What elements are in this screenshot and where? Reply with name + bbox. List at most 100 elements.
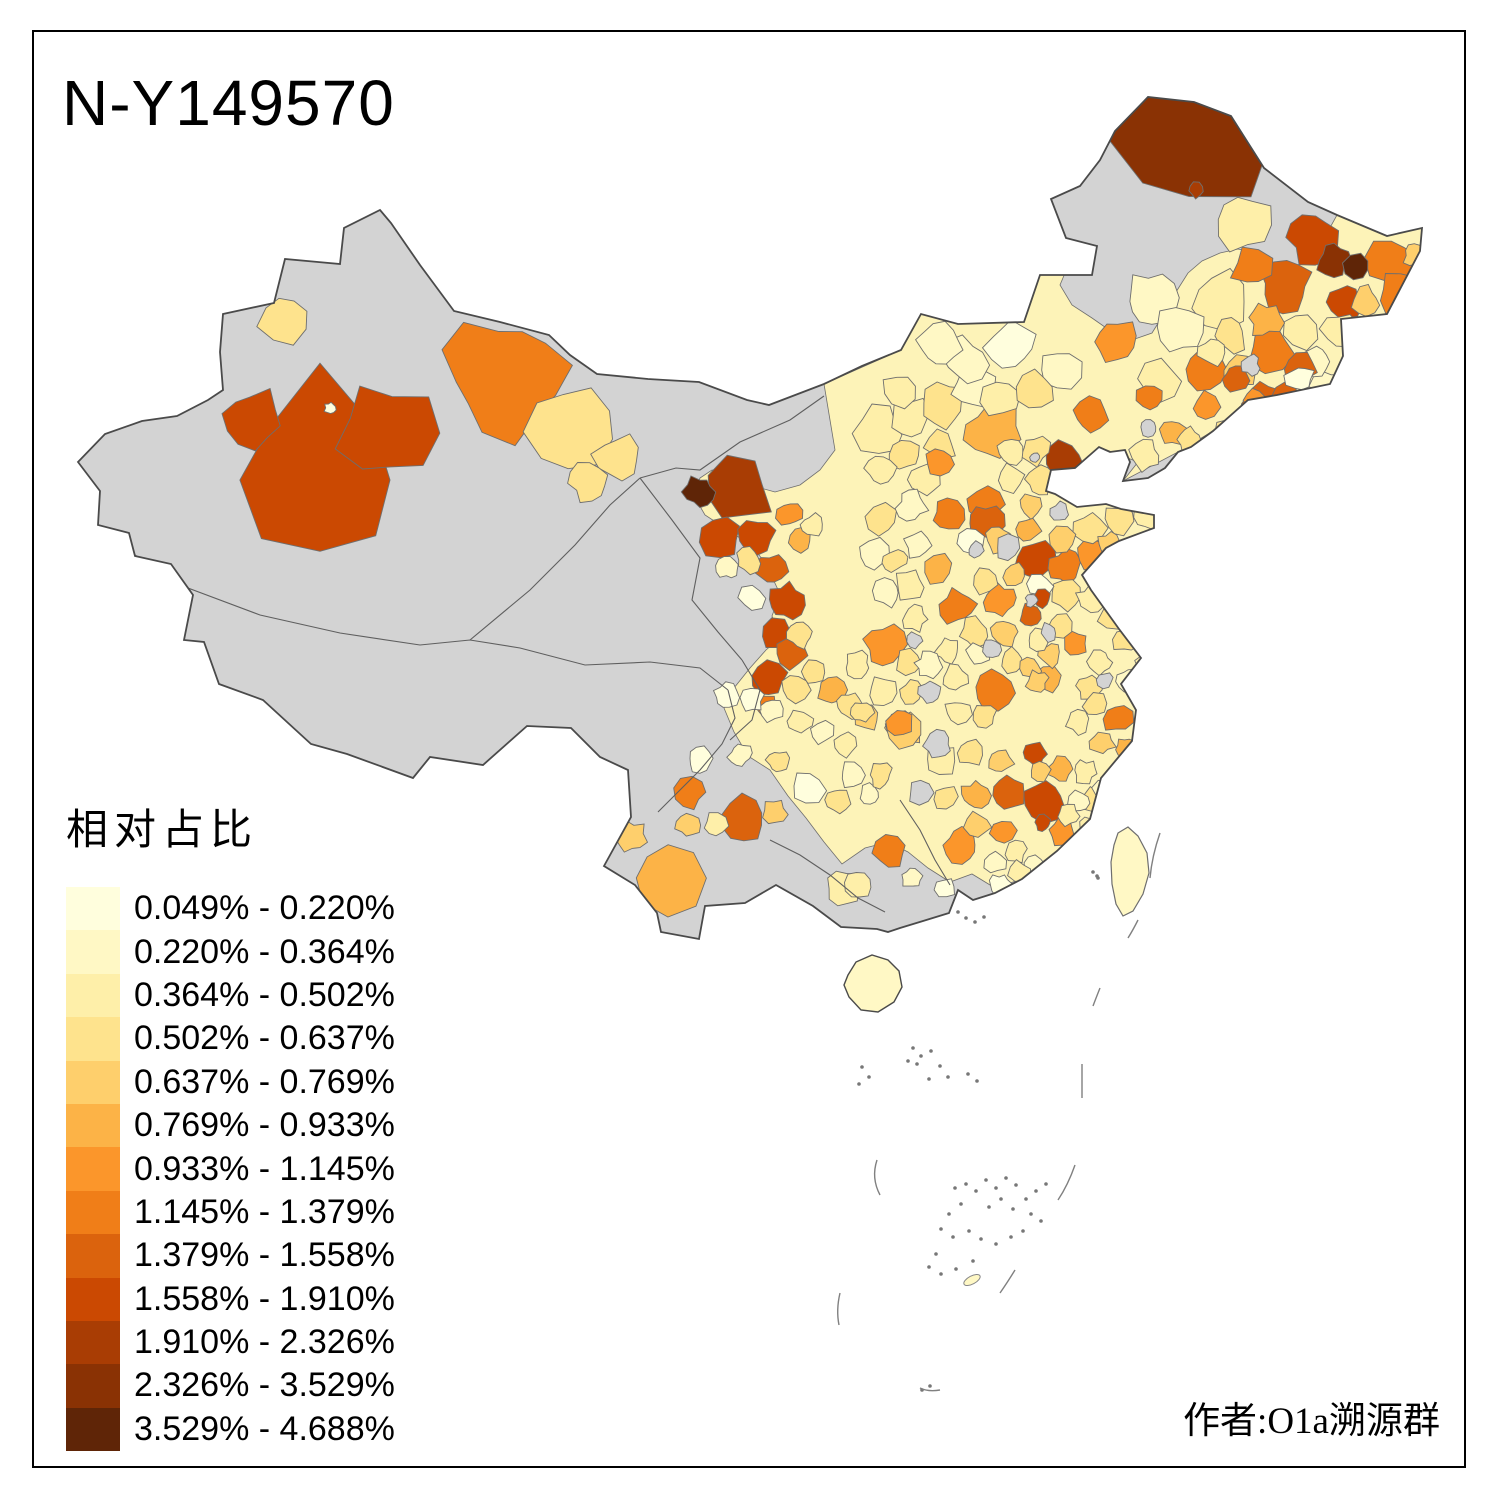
taiwan-island <box>1110 826 1150 917</box>
small-island <box>973 920 977 924</box>
map-region <box>944 702 973 726</box>
small-island <box>929 1049 933 1053</box>
small-island <box>954 1267 958 1271</box>
map-region <box>1316 242 1353 279</box>
sea-boundary-dash <box>1057 1164 1076 1201</box>
map-region <box>960 779 992 809</box>
map-region <box>698 516 740 559</box>
map-region <box>932 497 966 530</box>
map-region-nodata <box>1240 353 1261 377</box>
map-region-nodata <box>1040 621 1056 644</box>
map-region <box>1001 645 1023 675</box>
map-region <box>1156 307 1205 353</box>
map-region <box>996 438 1024 466</box>
legend-class-label: 0.769% - 0.933% <box>134 1106 395 1145</box>
map-region <box>786 709 815 734</box>
legend-row: 0.769% - 0.933% <box>66 1103 395 1148</box>
small-island <box>953 1186 957 1190</box>
small-island <box>982 915 986 919</box>
legend-class-label: 2.326% - 3.529% <box>134 1366 395 1405</box>
legend-swatch <box>66 1234 120 1278</box>
sea-boundary-dash <box>873 1159 881 1196</box>
map-region <box>1072 511 1109 545</box>
small-island <box>964 1182 968 1186</box>
attribution-text: 作者:O1a溯源群 <box>1183 1401 1440 1442</box>
map-region <box>787 526 811 554</box>
map-region <box>997 462 1026 495</box>
small-island <box>1029 1212 1033 1216</box>
map-region <box>992 774 1025 810</box>
map-region <box>925 448 956 477</box>
small-island <box>1014 1183 1018 1187</box>
map-region <box>1072 835 1099 859</box>
map-region <box>567 462 609 504</box>
map-region <box>1094 321 1137 364</box>
legend-swatch <box>66 1364 120 1408</box>
map-region <box>845 649 870 680</box>
legend-row: 0.637% - 0.769% <box>66 1060 395 1104</box>
map-region <box>781 675 812 705</box>
map-region <box>972 705 998 729</box>
small-island <box>927 1077 931 1081</box>
map-region <box>256 297 308 346</box>
map-region <box>635 844 707 918</box>
legend-class-label: 0.933% - 1.145% <box>134 1149 395 1188</box>
map-region-nodata <box>922 728 951 759</box>
small-island <box>867 1075 871 1079</box>
map-region <box>673 775 707 811</box>
small-island <box>906 1059 910 1063</box>
map-region <box>1019 602 1042 627</box>
map-region <box>942 663 970 691</box>
map-region <box>869 676 898 707</box>
map-region <box>1102 705 1135 731</box>
map-region <box>441 321 573 447</box>
small-island <box>1021 1229 1025 1233</box>
legend-class-label: 1.910% - 2.326% <box>134 1323 395 1362</box>
legend-row: 0.049% - 0.220% <box>66 887 395 931</box>
small-island <box>971 1259 975 1263</box>
legend-row: 2.326% - 3.529% <box>66 1364 395 1408</box>
sea-boundary-dash <box>837 1292 841 1326</box>
map-region <box>962 810 993 838</box>
map-region <box>1217 196 1272 253</box>
map-region <box>942 826 976 865</box>
map-region <box>833 731 858 759</box>
map-region <box>1360 315 1404 354</box>
province-boundary <box>769 839 886 913</box>
map-region <box>726 743 753 767</box>
map-region <box>1002 561 1025 587</box>
hainan-island <box>843 954 903 1013</box>
map-region <box>739 687 765 712</box>
small-island <box>927 1265 931 1269</box>
map-region <box>1047 755 1074 782</box>
legend-swatch <box>66 973 120 1018</box>
map-region <box>1188 181 1204 200</box>
map-region <box>988 820 1018 844</box>
map-region <box>1041 353 1083 390</box>
legend-swatch <box>66 1017 120 1061</box>
map-region <box>768 580 806 621</box>
map-region <box>1128 438 1160 473</box>
small-island <box>956 910 960 914</box>
map-region <box>1379 273 1422 318</box>
map-region <box>674 812 702 837</box>
map-region <box>1079 816 1104 841</box>
small-island <box>860 1065 864 1069</box>
small-island <box>1039 1219 1043 1223</box>
small-island <box>966 1072 970 1076</box>
map-region <box>902 530 933 559</box>
map-region <box>862 623 908 667</box>
legend-row: 1.558% - 1.910% <box>66 1277 395 1321</box>
map-region <box>1088 731 1117 755</box>
map-region <box>762 799 789 825</box>
map-region <box>956 738 983 766</box>
legend-swatch <box>66 1277 120 1321</box>
map-region-nodata <box>997 533 1021 562</box>
map-region <box>334 385 441 470</box>
map-region <box>1214 419 1237 444</box>
legend-swatch <box>66 887 120 931</box>
map-region <box>902 603 929 633</box>
map-region <box>703 812 730 837</box>
